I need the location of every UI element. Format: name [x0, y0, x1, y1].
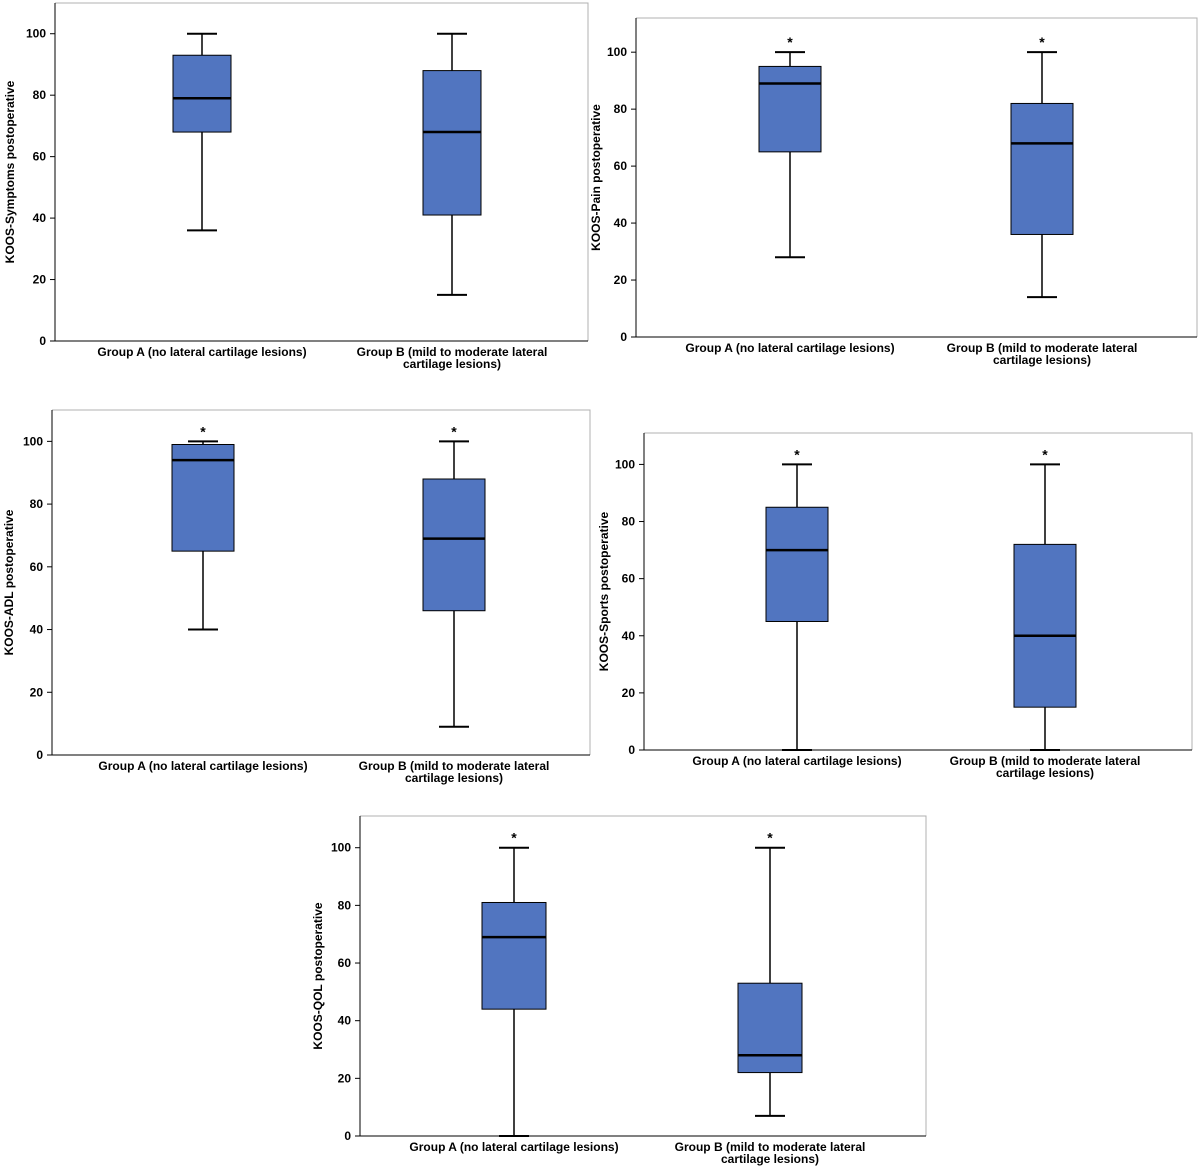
iqr-box — [737, 982, 803, 1074]
chart-4: 0 20 40 60 80 100 KOOS-Sports postoperative * Gr… — [597, 432, 1193, 780]
plot-frame — [55, 2, 589, 341]
plot-frame — [636, 17, 1198, 337]
y-tick-label: 0 — [39, 334, 46, 348]
iqr-box — [422, 478, 486, 612]
iqr-box — [1013, 543, 1077, 708]
y-tick-label: 80 — [614, 102, 628, 116]
y-tick-label: 20 — [30, 685, 44, 699]
y-tick-label: 20 — [614, 273, 628, 287]
y-tick-label: 100 — [331, 841, 351, 855]
significance-marker: * — [451, 423, 457, 439]
category-label: Group B (mild to moderate lateral cartila… — [357, 345, 548, 371]
iqr-box — [765, 506, 829, 622]
plot-frame — [360, 815, 927, 1136]
y-tick-label: 60 — [622, 572, 636, 586]
category-label: Group B (mild to moderate lateral cartila… — [950, 754, 1141, 780]
y-tick-label: 80 — [338, 898, 352, 912]
y-axis-label: KOOS-Sports postoperative — [597, 511, 611, 671]
y-tick-label: 60 — [614, 159, 628, 173]
box-group-b: * — [737, 830, 803, 1117]
y-tick-label: 20 — [33, 273, 47, 287]
y-tick-label: 20 — [622, 686, 636, 700]
chart-2: 0 20 40 60 80 100 KOOS-Pain postoperative * Grou… — [589, 17, 1198, 367]
y-tick-label: 60 — [33, 150, 47, 164]
box-group-b: * — [422, 423, 486, 728]
category-label: Group A (no lateral cartilage lesions) — [692, 754, 901, 768]
category-label: Group A (no lateral cartilage lesions) — [685, 341, 894, 355]
significance-marker: * — [794, 446, 800, 462]
chart-1: 0 20 40 60 80 100 KOOS-Symptoms postoperative G… — [3, 2, 589, 371]
box-group-b: * — [1013, 446, 1077, 751]
box-group-a: * — [765, 446, 829, 751]
y-tick-label: 40 — [338, 1014, 352, 1028]
y-tick-label: 100 — [607, 45, 627, 59]
category-label: Group A (no lateral cartilage lesions) — [98, 759, 307, 773]
y-tick-label: 40 — [622, 629, 636, 643]
y-axis-label: KOOS-ADL postoperative — [2, 509, 16, 655]
iqr-box — [172, 54, 232, 133]
plot-frame — [644, 432, 1193, 750]
box-group-a: * — [481, 830, 547, 1137]
y-tick-label: 80 — [622, 515, 636, 529]
iqr-box — [1010, 102, 1074, 235]
significance-marker: * — [787, 34, 793, 50]
y-tick-label: 60 — [338, 956, 352, 970]
significance-marker: * — [767, 830, 773, 846]
box-group-a: * — [758, 34, 822, 259]
chart-5: 0 20 40 60 80 100 KOOS-QOL postoperative * Group… — [311, 815, 927, 1166]
significance-marker: * — [1042, 446, 1048, 462]
plot-frame — [52, 409, 591, 755]
y-tick-label: 0 — [36, 748, 43, 762]
y-tick-label: 60 — [30, 560, 44, 574]
y-tick-label: 40 — [614, 216, 628, 230]
category-label: Group B (mild to moderate lateral cartila… — [359, 759, 550, 785]
y-tick-label: 80 — [30, 497, 44, 511]
y-tick-label: 80 — [33, 88, 47, 102]
y-tick-label: 100 — [23, 434, 43, 448]
chart-3: 0 20 40 60 80 100 KOOS-ADL postoperative * Group… — [2, 409, 591, 785]
y-tick-label: 20 — [338, 1071, 352, 1085]
category-label: Group A (no lateral cartilage lesions) — [97, 345, 306, 359]
category-label: Group B (mild to moderate lateral cartila… — [675, 1140, 866, 1166]
iqr-box — [422, 70, 482, 216]
significance-marker: * — [511, 830, 517, 846]
significance-marker: * — [1039, 34, 1045, 50]
y-tick-label: 100 — [615, 457, 635, 471]
y-tick-label: 0 — [628, 743, 635, 757]
y-axis-label: KOOS-Pain postoperative — [589, 104, 603, 251]
iqr-box — [171, 444, 235, 552]
box-group-a — [172, 32, 232, 232]
category-label: Group B (mild to moderate lateral cartila… — [947, 341, 1138, 367]
y-axis-label: KOOS-Symptoms postoperative — [3, 80, 17, 263]
box-group-b: * — [1010, 34, 1074, 299]
y-tick-label: 0 — [620, 330, 627, 344]
y-tick-label: 40 — [30, 623, 44, 637]
significance-marker: * — [200, 423, 206, 439]
y-tick-label: 40 — [33, 211, 47, 225]
category-label: Group A (no lateral cartilage lesions) — [409, 1140, 618, 1154]
iqr-box — [758, 65, 822, 153]
box-group-b — [422, 32, 482, 296]
y-tick-label: 0 — [344, 1129, 351, 1143]
box-group-a: * — [171, 423, 235, 631]
y-axis-label: KOOS-QOL postoperative — [311, 902, 325, 1049]
iqr-box — [481, 901, 547, 1010]
y-tick-label: 100 — [26, 27, 46, 41]
